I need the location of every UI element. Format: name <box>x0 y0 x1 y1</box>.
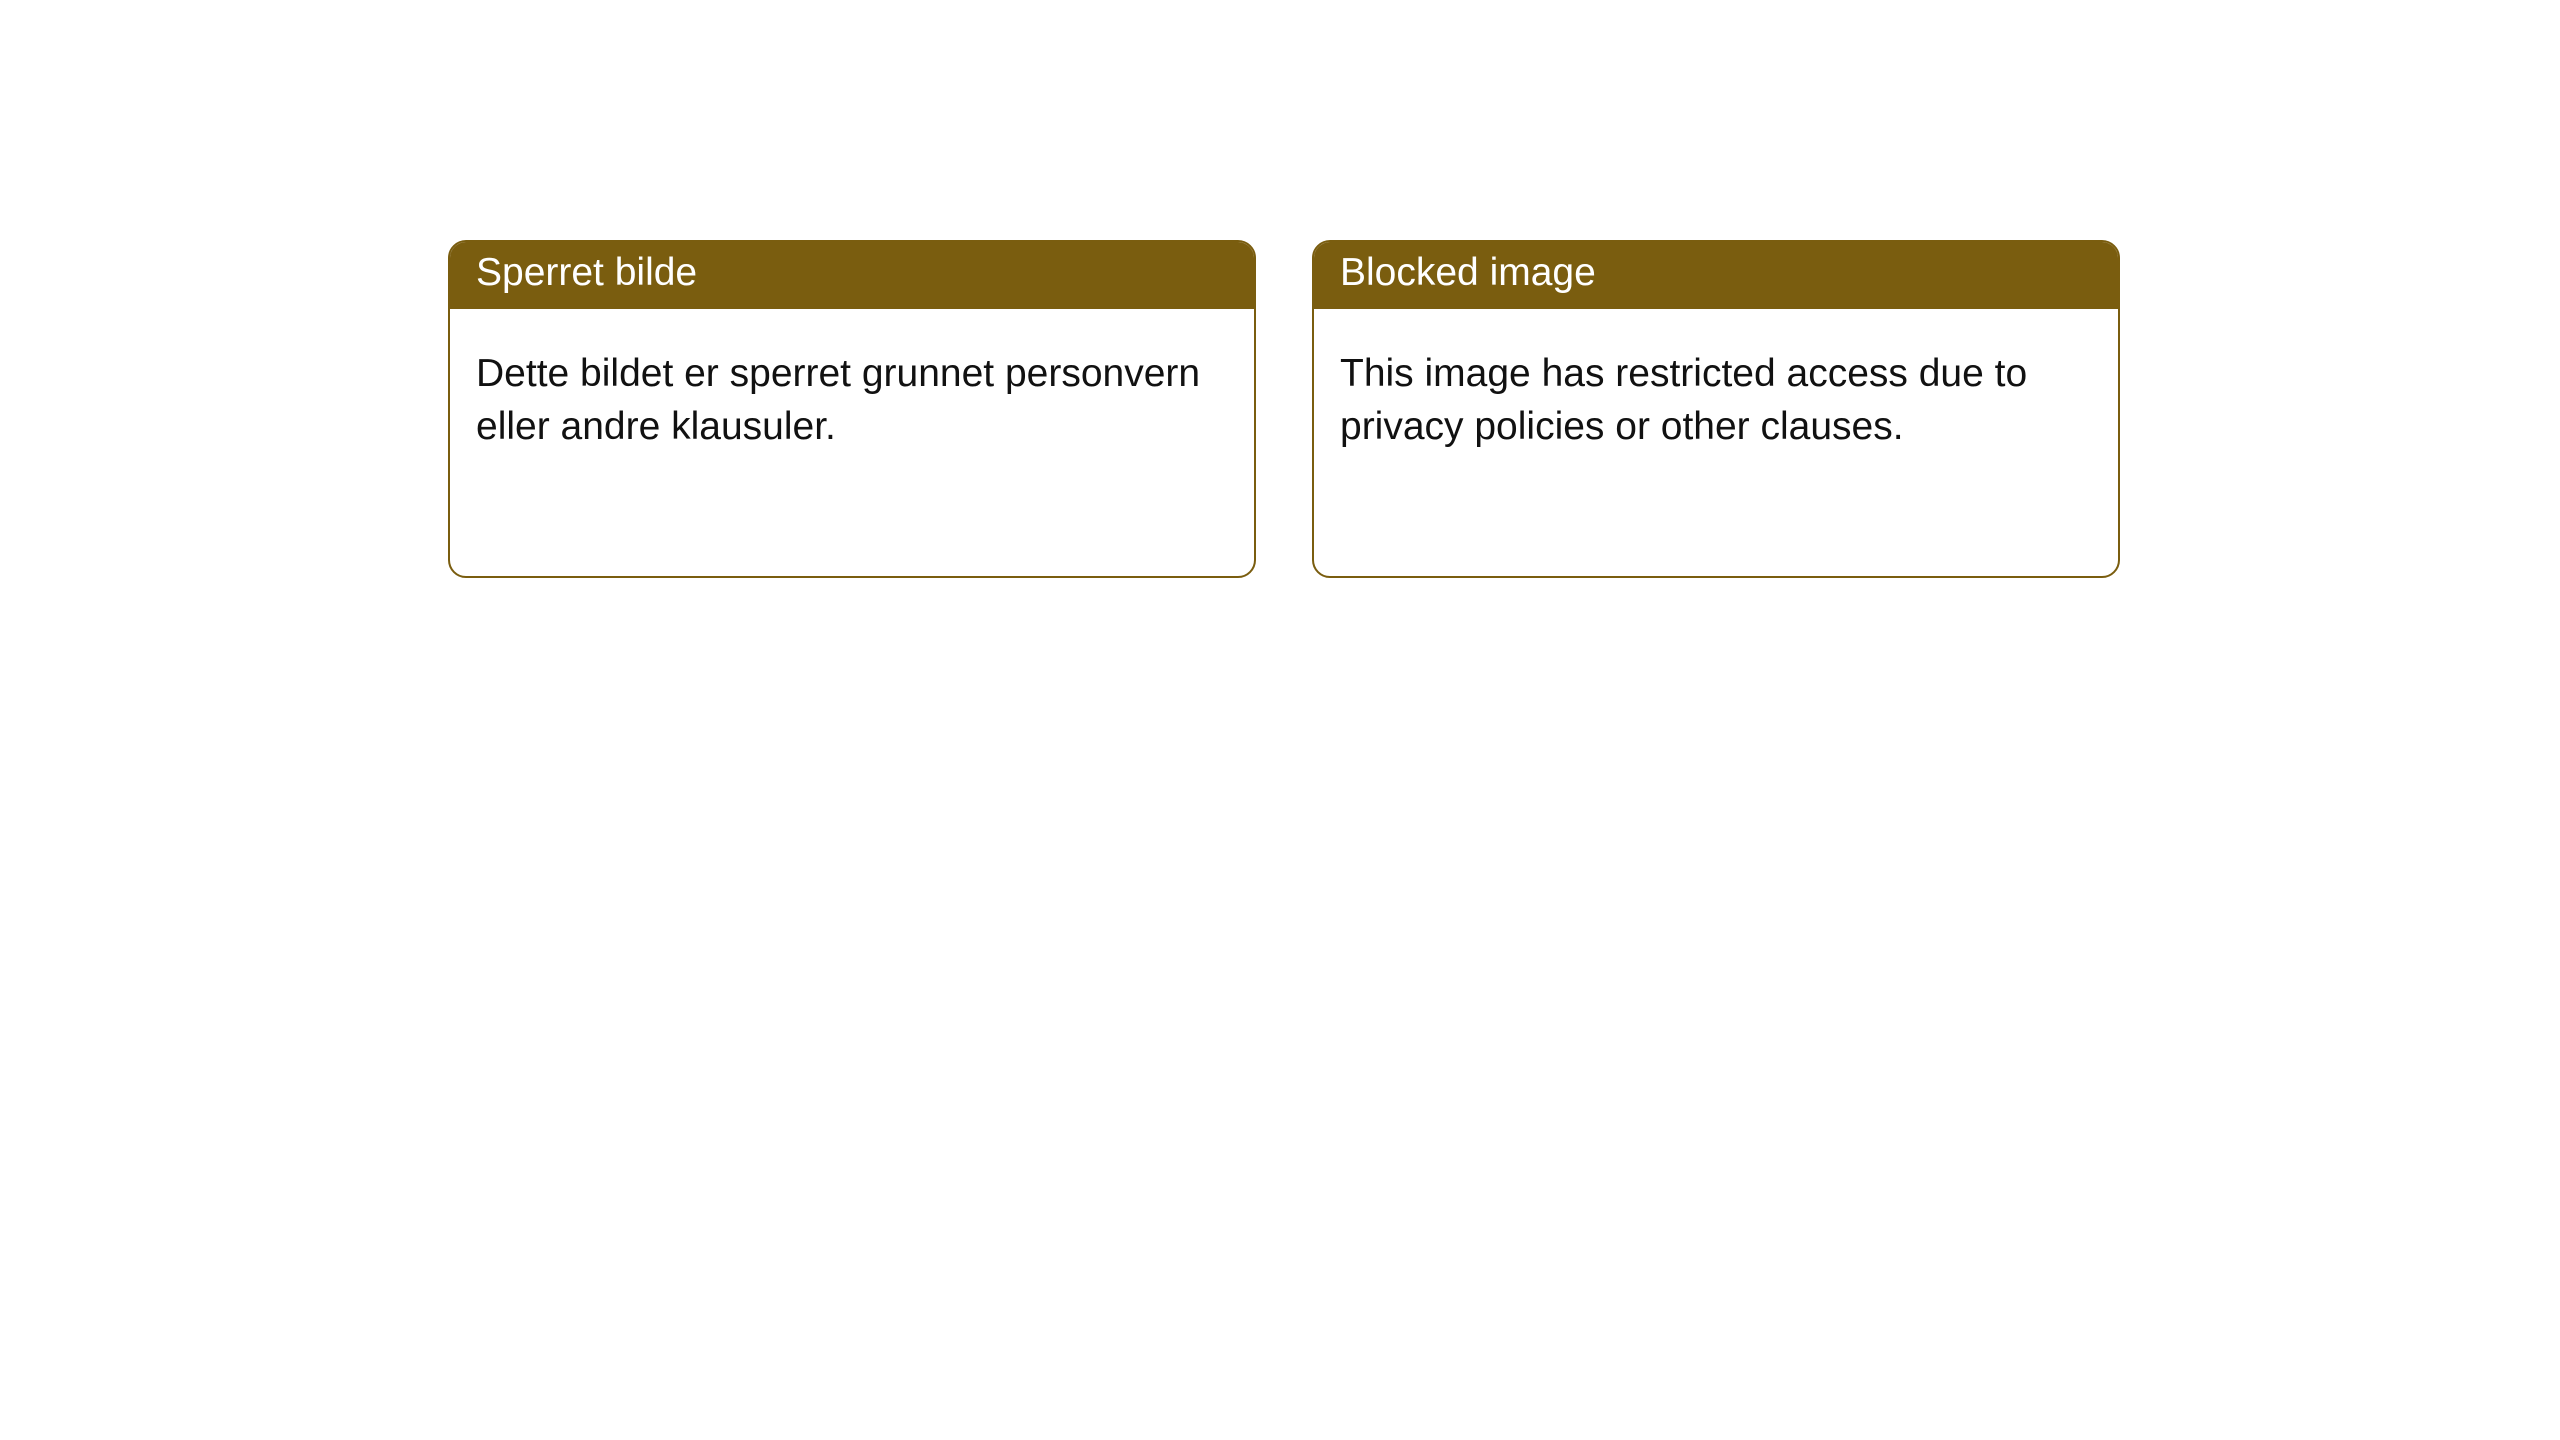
card-header-text: Sperret bilde <box>476 251 697 294</box>
card-body: This image has restricted access due to … <box>1314 309 2118 491</box>
blocked-image-card-no: Sperret bilde Dette bildet er sperret gr… <box>448 240 1256 578</box>
card-body-text: This image has restricted access due to … <box>1340 352 2027 448</box>
blocked-image-card-en: Blocked image This image has restricted … <box>1312 240 2120 578</box>
card-header: Sperret bilde <box>450 242 1254 309</box>
notice-container: Sperret bilde Dette bildet er sperret gr… <box>0 0 2560 578</box>
card-body: Dette bildet er sperret grunnet personve… <box>450 309 1254 491</box>
card-header-text: Blocked image <box>1340 251 1596 294</box>
card-body-text: Dette bildet er sperret grunnet personve… <box>476 352 1200 448</box>
card-header: Blocked image <box>1314 242 2118 309</box>
